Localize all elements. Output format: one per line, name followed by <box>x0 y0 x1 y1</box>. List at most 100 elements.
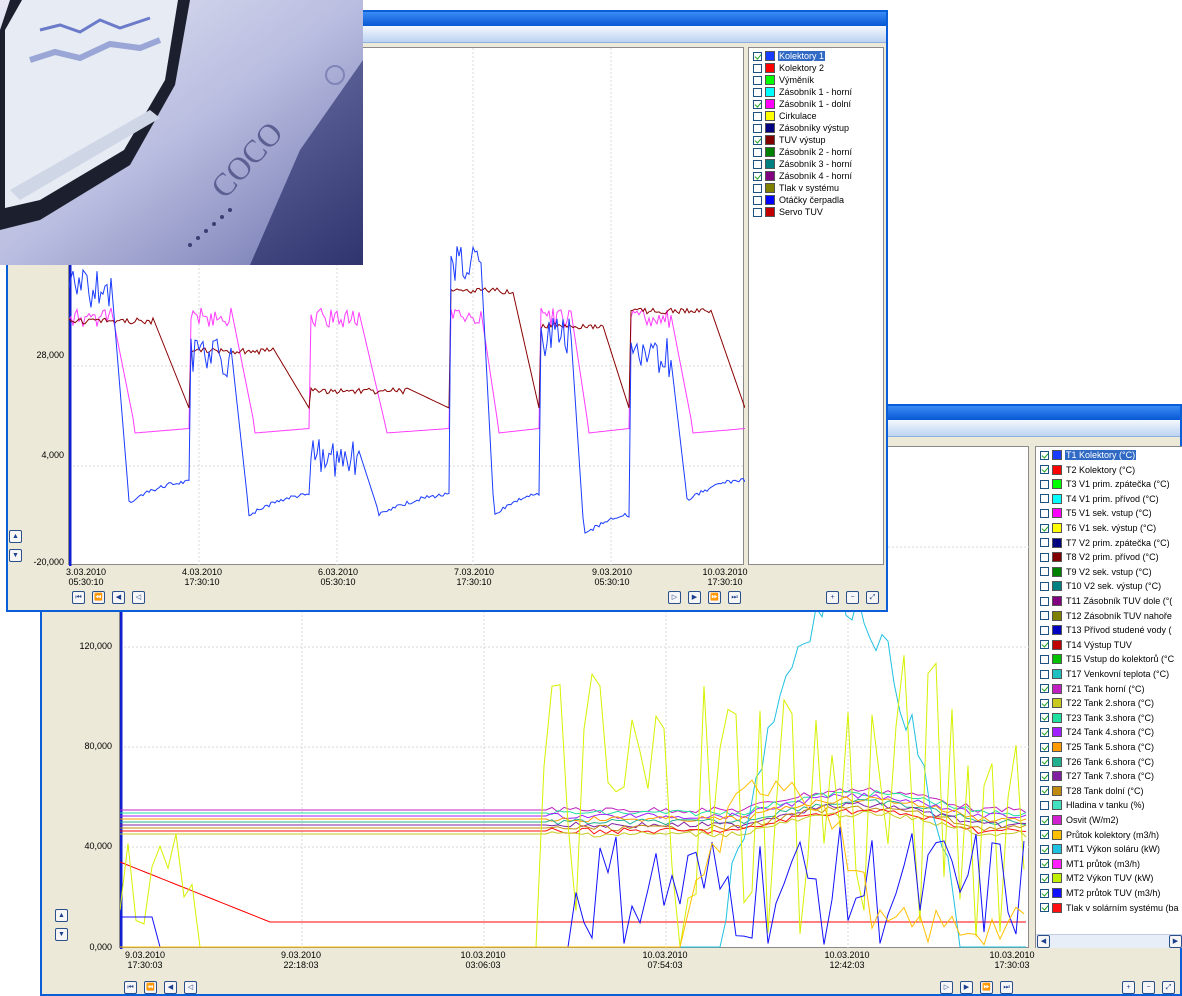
legend-checkbox[interactable] <box>1040 567 1049 577</box>
legend-checkbox[interactable] <box>753 87 762 97</box>
legend-checkbox[interactable] <box>753 207 762 217</box>
legend-item[interactable]: Zásobník 4 - horní <box>753 170 853 182</box>
legend-item[interactable]: Výměník <box>753 74 815 86</box>
legend-item[interactable]: T27 Tank 7.shora (°C) <box>1040 770 1155 782</box>
legend-checkbox[interactable] <box>1040 596 1049 606</box>
legend-item[interactable]: Kolektory 2 <box>753 62 825 74</box>
scroll-up-button[interactable]: ▲ <box>55 909 68 922</box>
go-first-button[interactable]: ⏮ <box>72 591 85 604</box>
legend-checkbox[interactable] <box>1040 786 1049 796</box>
legend-item[interactable]: T1 Kolektory (°C) <box>1040 449 1137 461</box>
legend-checkbox[interactable] <box>1040 523 1049 533</box>
legend-item[interactable]: Otáčky čerpadla <box>753 194 845 206</box>
legend-checkbox[interactable] <box>1040 859 1049 869</box>
legend-checkbox[interactable] <box>1040 684 1049 694</box>
go-last-button[interactable]: ⏭ <box>1000 981 1013 994</box>
legend-checkbox[interactable] <box>1040 815 1049 825</box>
legend-checkbox[interactable] <box>753 183 762 193</box>
legend-item[interactable]: Cirkulace <box>753 110 818 122</box>
legend-item[interactable]: Zásobník 1 - horní <box>753 86 853 98</box>
legend-checkbox[interactable] <box>1040 538 1049 548</box>
page-forward-button[interactable]: ⏩ <box>980 981 993 994</box>
legend-item[interactable]: T6 V1 sek. výstup (°C) <box>1040 522 1157 534</box>
step-back-button[interactable]: ◀ <box>112 591 125 604</box>
legend-item[interactable]: T12 Zásobník TUV nahoře <box>1040 610 1173 622</box>
zoom-out-icon[interactable]: − <box>846 591 859 604</box>
legend-checkbox[interactable] <box>1040 830 1049 840</box>
page-back-button[interactable]: ⏪ <box>92 591 105 604</box>
legend-item[interactable]: T26 Tank 6.shora (°C) <box>1040 756 1155 768</box>
legend-item[interactable]: T17 Venkovní teplota (°C) <box>1040 668 1170 680</box>
legend-item[interactable]: T25 Tank 5.shora (°C) <box>1040 741 1155 753</box>
legend-checkbox[interactable] <box>753 63 762 73</box>
zoom-out-icon[interactable]: − <box>1142 981 1155 994</box>
step-back-small-button[interactable]: ◁ <box>132 591 145 604</box>
legend-checkbox[interactable] <box>753 147 762 157</box>
legend-item[interactable]: T22 Tank 2.shora (°C) <box>1040 697 1155 709</box>
legend-checkbox[interactable] <box>753 135 762 145</box>
step-forward-small-button[interactable]: ▷ <box>668 591 681 604</box>
legend-checkbox[interactable] <box>1040 713 1049 723</box>
legend-checkbox[interactable] <box>1040 757 1049 767</box>
legend-item[interactable]: Servo TUV <box>753 206 824 218</box>
legend-item[interactable]: T13 Přívod studené vody ( <box>1040 624 1173 636</box>
legend-item[interactable]: TUV výstup <box>753 134 827 146</box>
legend-checkbox[interactable] <box>1040 800 1049 810</box>
legend-checkbox[interactable] <box>1040 625 1049 635</box>
scroll-left-icon[interactable]: ◀ <box>1037 935 1050 948</box>
legend-item[interactable]: T2 Kolektory (°C) <box>1040 464 1136 476</box>
legend-checkbox[interactable] <box>1040 844 1049 854</box>
legend-item[interactable]: T4 V1 prim. přívod (°C) <box>1040 493 1160 505</box>
legend-checkbox[interactable] <box>1040 640 1049 650</box>
legend-item[interactable]: Kolektory 1 <box>753 50 826 62</box>
step-back-button[interactable]: ◀ <box>164 981 177 994</box>
step-back-small-button[interactable]: ◁ <box>184 981 197 994</box>
legend-item[interactable]: T8 V2 prim. přívod (°C) <box>1040 551 1160 563</box>
legend-checkbox[interactable] <box>1040 903 1049 913</box>
zoom-fit-icon[interactable]: ⤢ <box>866 591 879 604</box>
legend-2-horizontal-scrollbar[interactable]: ◀ ▶ <box>1036 934 1182 948</box>
legend-checkbox[interactable] <box>1040 669 1049 679</box>
legend-item[interactable]: Zásobník 3 - horní <box>753 158 853 170</box>
legend-item[interactable]: T28 Tank dolní (°C) <box>1040 785 1144 797</box>
go-last-button[interactable]: ⏭ <box>728 591 741 604</box>
go-first-button[interactable]: ⏮ <box>124 981 137 994</box>
legend-checkbox[interactable] <box>753 195 762 205</box>
legend-item[interactable]: T23 Tank 3.shora (°C) <box>1040 712 1155 724</box>
step-forward-button[interactable]: ▶ <box>960 981 973 994</box>
legend-item[interactable]: T7 V2 prim. zpátečka (°C) <box>1040 537 1171 549</box>
legend-checkbox[interactable] <box>1040 450 1049 460</box>
legend-checkbox[interactable] <box>1040 698 1049 708</box>
legend-item[interactable]: T24 Tank 4.shora (°C) <box>1040 726 1155 738</box>
legend-item[interactable]: T10 V2 sek. výstup (°C) <box>1040 580 1162 592</box>
legend-checkbox[interactable] <box>753 75 762 85</box>
step-forward-small-button[interactable]: ▷ <box>940 981 953 994</box>
legend-checkbox[interactable] <box>1040 742 1049 752</box>
legend-checkbox[interactable] <box>1040 654 1049 664</box>
legend-item[interactable]: T14 Výstup TUV <box>1040 639 1133 651</box>
legend-item[interactable]: Zásobník 1 - dolní <box>753 98 852 110</box>
legend-checkbox[interactable] <box>1040 494 1049 504</box>
legend-checkbox[interactable] <box>1040 508 1049 518</box>
legend-item[interactable]: Zásobník 2 - horní <box>753 146 853 158</box>
legend-item[interactable]: MT2 Výkon TUV (kW) <box>1040 872 1154 884</box>
legend-item[interactable]: Tlak v solárním systému (ba <box>1040 902 1180 914</box>
legend-item[interactable]: Tlak v systému <box>753 182 840 194</box>
legend-checkbox[interactable] <box>753 159 762 169</box>
legend-item[interactable]: Zásobníky výstup <box>753 122 850 134</box>
page-forward-button[interactable]: ⏩ <box>708 591 721 604</box>
legend-checkbox[interactable] <box>1040 552 1049 562</box>
legend-item[interactable]: T9 V2 sek. vstup (°C) <box>1040 566 1153 578</box>
step-forward-button[interactable]: ▶ <box>688 591 701 604</box>
legend-item[interactable]: T3 V1 prim. zpátečka (°C) <box>1040 478 1171 490</box>
legend-item[interactable]: T21 Tank horní (°C) <box>1040 683 1145 695</box>
legend-item[interactable]: Osvit (W/m2) <box>1040 814 1120 826</box>
zoom-fit-icon[interactable]: ⤢ <box>1162 981 1175 994</box>
scroll-up-button[interactable]: ▲ <box>9 530 22 543</box>
legend-checkbox[interactable] <box>753 123 762 133</box>
legend-checkbox[interactable] <box>753 171 762 181</box>
legend-checkbox[interactable] <box>1040 611 1049 621</box>
legend-item[interactable]: T15 Vstup do kolektorů (°C <box>1040 653 1175 665</box>
legend-item[interactable]: Hladina v tanku (%) <box>1040 799 1146 811</box>
legend-checkbox[interactable] <box>1040 465 1049 475</box>
